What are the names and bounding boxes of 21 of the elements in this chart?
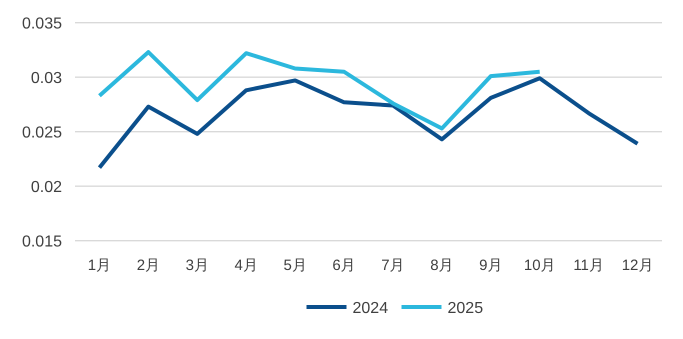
y-tick-label: 0.03: [30, 70, 62, 88]
x-tick-label: 5月: [283, 257, 307, 274]
x-tick-label: 9月: [479, 257, 502, 274]
x-tick-label: 1月: [88, 257, 112, 274]
x-tick-label: 12月: [622, 257, 654, 274]
y-tick-label: 0.015: [22, 234, 62, 251]
x-tick-label: 6月: [332, 257, 356, 274]
y-tick-label: 0.035: [22, 16, 62, 33]
x-tick-label: 10月: [524, 257, 556, 274]
x-tick-label: 4月: [234, 257, 258, 274]
x-tick-label: 3月: [186, 257, 209, 274]
line-series: [97, 50, 542, 130]
x-tick-label: 2月: [136, 257, 160, 274]
line-series: [97, 76, 640, 170]
y-tick-label: 0.02: [30, 179, 62, 196]
legend-label: 2025: [448, 300, 484, 317]
y-tick-label: 0.025: [22, 124, 62, 142]
x-tick-label: 11月: [573, 257, 604, 274]
x-tick-label: 7月: [381, 257, 405, 274]
x-tick-label: 8月: [430, 257, 454, 274]
legend-label: 2024: [352, 300, 388, 317]
